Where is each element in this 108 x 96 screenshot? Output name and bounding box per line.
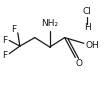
Text: OH: OH [86, 41, 100, 50]
Text: NH₂: NH₂ [41, 19, 58, 28]
Text: O: O [75, 59, 82, 68]
Text: F: F [2, 36, 8, 45]
Text: Cl: Cl [83, 7, 91, 16]
Text: H: H [84, 23, 90, 32]
Text: F: F [2, 51, 8, 60]
Text: F: F [11, 25, 16, 34]
